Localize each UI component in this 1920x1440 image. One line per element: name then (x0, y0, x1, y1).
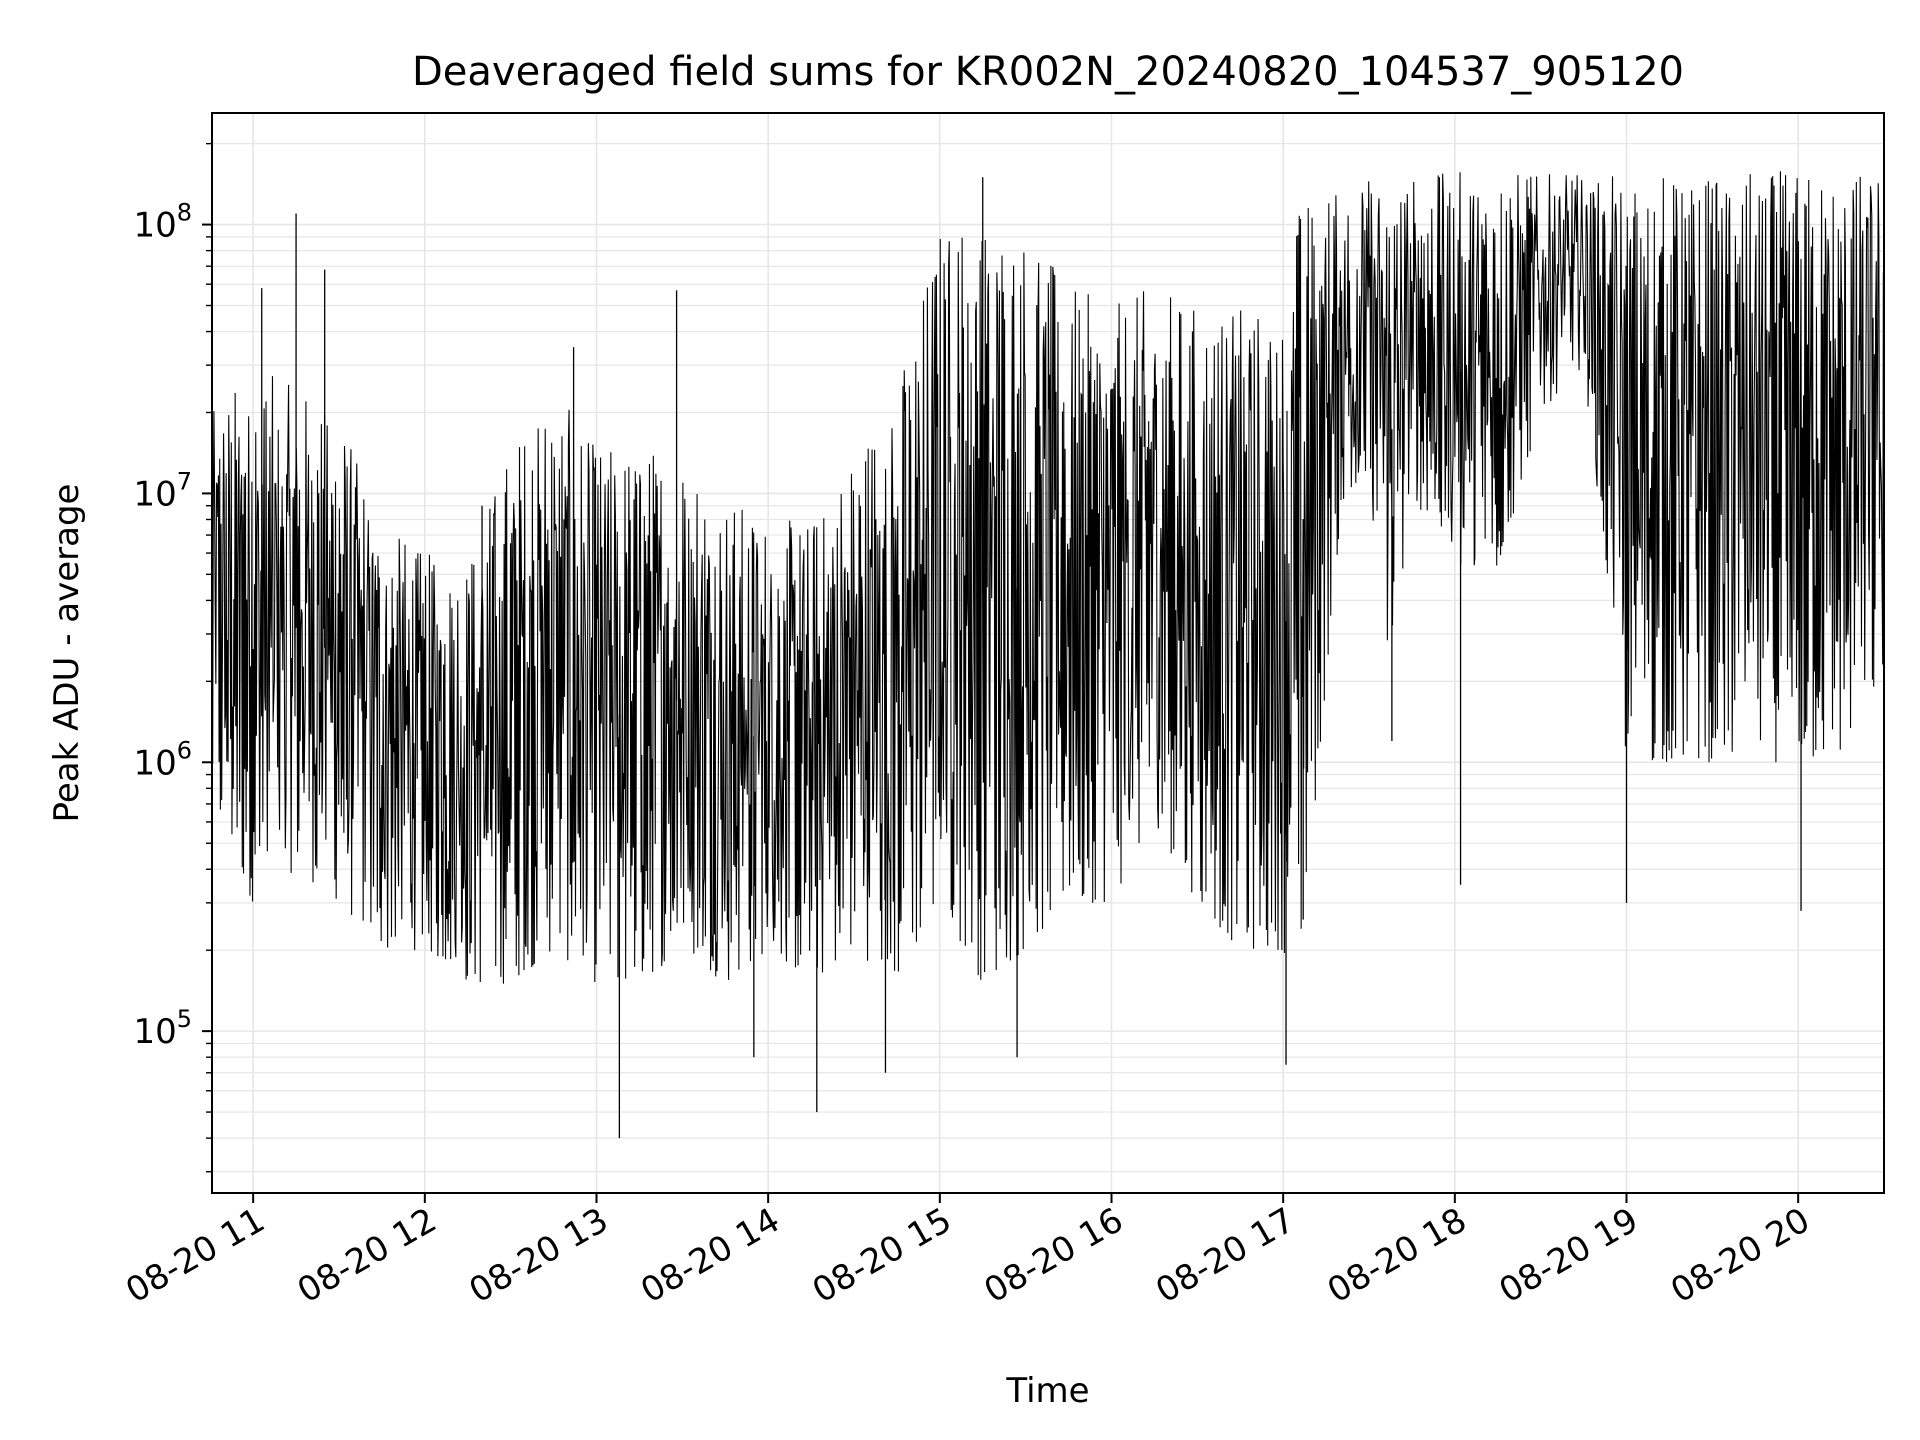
data-series (212, 171, 1884, 1139)
y-tick-label-base: 10 (133, 1012, 176, 1052)
x-axis-label: Time (1005, 1371, 1089, 1411)
y-tick-label-exponent: 5 (177, 1005, 192, 1033)
y-tick-label: 105 (133, 1005, 192, 1052)
series-line (212, 171, 1884, 984)
chart-title: Deaveraged field sums for KR002N_2024082… (412, 49, 1684, 95)
y-tick-label-base: 10 (133, 743, 176, 783)
y-tick-label-exponent: 7 (177, 467, 192, 495)
y-axis-label: Peak ADU - average (47, 484, 87, 823)
y-tick-label: 108 (133, 199, 192, 246)
y-tick-label-base: 10 (133, 206, 176, 246)
y-tick-label-base: 10 (133, 474, 176, 514)
y-tick-label: 106 (133, 736, 192, 783)
plot-frame (211, 112, 1885, 1194)
y-tick-label-exponent: 8 (177, 199, 192, 227)
y-tick-label-exponent: 6 (177, 736, 192, 764)
y-tick-label: 107 (133, 467, 192, 514)
